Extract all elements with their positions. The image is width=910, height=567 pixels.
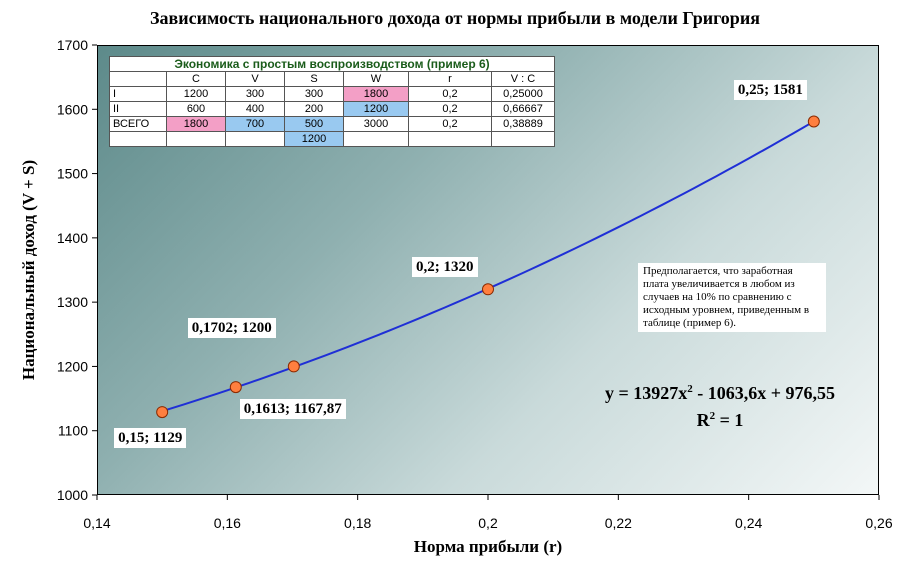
table-cell: 0,66667 <box>491 101 555 117</box>
table-cell-highlight: 1800 <box>343 86 409 102</box>
table-header: V <box>225 71 285 87</box>
data-point <box>807 115 820 128</box>
y-axis-label: Национальный доход (V + S) <box>19 159 38 381</box>
y-tick-label: 1400 <box>57 230 88 246</box>
y-tick-label: 1500 <box>57 166 88 182</box>
table-cell-highlight: 700 <box>225 116 285 132</box>
x-tick-label: 0,2 <box>478 515 498 531</box>
table-cell <box>166 131 226 147</box>
point-label: 0,25; 1581 <box>733 79 807 100</box>
table-cell-highlight: 1200 <box>343 101 409 117</box>
table-cell: 600 <box>166 101 226 117</box>
table-cell: 3000 <box>343 116 409 132</box>
trend-equation: y = 13927x2 - 1063,6x + 976,55 <box>604 383 836 403</box>
table-cell <box>343 131 409 147</box>
y-tick-label: 1000 <box>57 487 88 503</box>
x-tick-label: 0,22 <box>605 515 632 531</box>
table-cell <box>491 131 555 147</box>
point-label: 0,1613; 1167,87 <box>239 399 346 420</box>
x-tick-label: 0,14 <box>83 515 110 531</box>
chart-title: Зависимость национального дохода от норм… <box>150 8 760 28</box>
table-cell <box>109 131 167 147</box>
table-cell: II <box>109 101 167 117</box>
r-squared: R2 = 1 <box>696 410 744 430</box>
table-cell-highlight: 1200 <box>284 131 344 147</box>
table-cell-highlight: 500 <box>284 116 344 132</box>
table-cell: ВСЕГО <box>109 116 167 132</box>
x-tick-label: 0,18 <box>344 515 371 531</box>
y-tick-label: 1300 <box>57 294 88 310</box>
table-row: 1200 <box>109 131 555 147</box>
table-cell: 400 <box>225 101 285 117</box>
data-point <box>287 360 300 373</box>
table-cell-highlight: 1800 <box>166 116 226 132</box>
table-cell: 0,2 <box>408 101 492 117</box>
y-tick-label: 1100 <box>58 423 88 439</box>
table-cell <box>225 131 285 147</box>
x-tick-label: 0,16 <box>214 515 241 531</box>
table-row: ВСЕГО 1800 700 500 3000 0,2 0,38889 <box>109 116 555 132</box>
point-label: 0,15; 1129 <box>114 428 187 449</box>
table-cell: 0,2 <box>408 86 492 102</box>
point-label: 0,2; 1320 <box>412 257 478 278</box>
table-header: W <box>343 71 409 87</box>
table-header-row: C V S W r V : C <box>109 71 555 87</box>
table-cell: 0,2 <box>408 116 492 132</box>
table-cell: I <box>109 86 167 102</box>
table-cell: 300 <box>284 86 344 102</box>
x-tick-label: 0,24 <box>735 515 762 531</box>
table-row: II 600 400 200 1200 0,2 0,66667 <box>109 101 555 117</box>
table-header: V : C <box>491 71 555 87</box>
table-cell: 200 <box>284 101 344 117</box>
table-cell: 0,38889 <box>491 116 555 132</box>
data-point <box>229 381 242 394</box>
table-header: S <box>284 71 344 87</box>
y-tick-label: 1200 <box>57 358 88 374</box>
data-table: Экономика с простым воспроизводством (пр… <box>109 56 555 147</box>
table-row: I 1200 300 300 1800 0,2 0,25000 <box>109 86 555 102</box>
table-header: r <box>408 71 492 87</box>
table-cell <box>408 131 492 147</box>
table-cell: 300 <box>225 86 285 102</box>
data-point <box>482 283 494 296</box>
table-header <box>109 71 167 87</box>
x-axis-label: Норма прибыли (r) <box>413 537 563 556</box>
y-tick-label: 1600 <box>57 101 88 117</box>
table-cell: 1200 <box>166 86 226 102</box>
table-cell: 0,25000 <box>491 86 555 102</box>
table-caption: Экономика с простым воспроизводством (пр… <box>109 56 555 72</box>
point-label: 0,1702; 1200 <box>187 318 276 339</box>
y-tick-label: 1700 <box>57 37 88 53</box>
data-point <box>156 406 169 419</box>
x-tick-label: 0,26 <box>865 515 892 531</box>
assumption-note: Предполагается, что заработная плата уве… <box>638 263 826 332</box>
table-header: C <box>166 71 226 87</box>
